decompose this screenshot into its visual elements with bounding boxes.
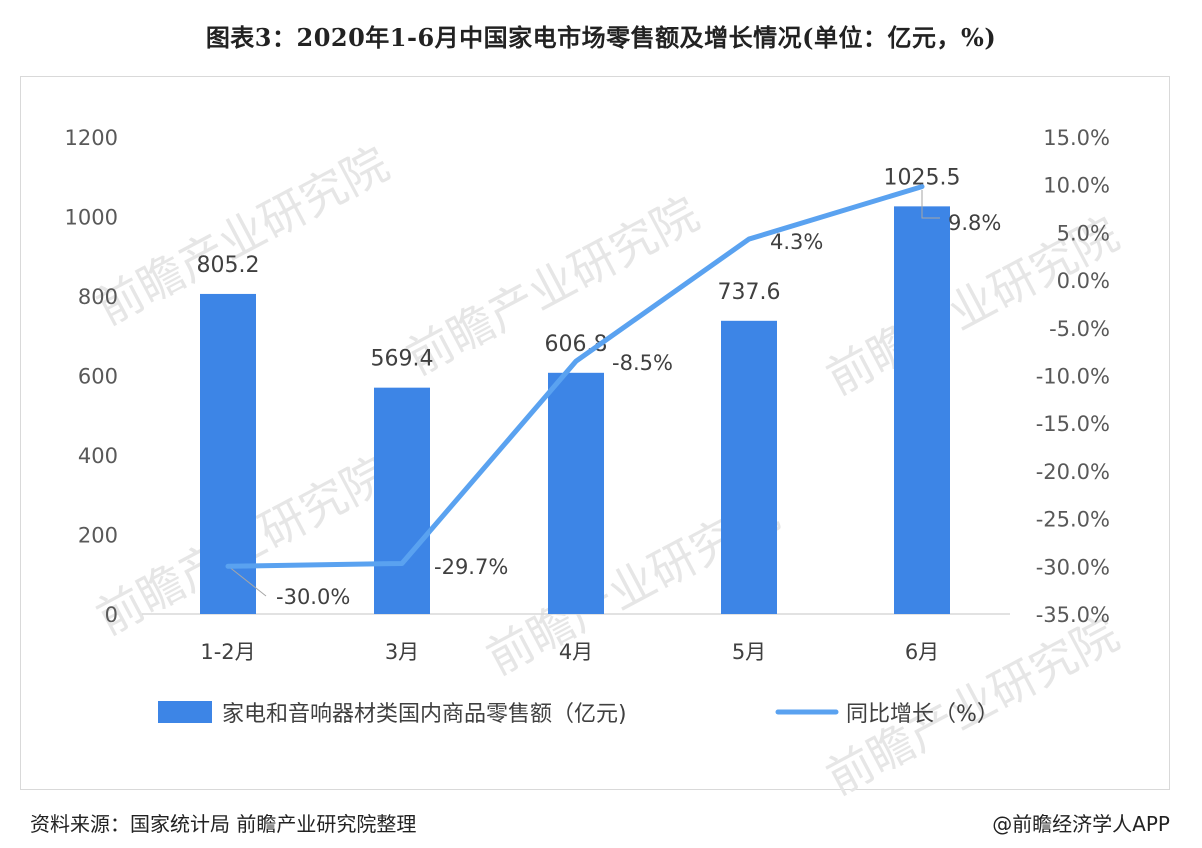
line-labels: -30.0% -29.7% -8.5% 4.3% 9.8%: [276, 211, 1001, 609]
x-tick-label: 3月: [385, 640, 419, 664]
legend-bar-label: 家电和音响器材类国内商品零售额（亿元): [222, 702, 627, 727]
bar-value-label: 737.6: [718, 280, 781, 305]
legend-bar-swatch: [158, 701, 212, 723]
left-tick-label: 200: [78, 524, 118, 548]
bar-value-label: 805.2: [197, 253, 260, 278]
left-tick-label: 400: [78, 444, 118, 468]
legend: 家电和音响器材类国内商品零售额（亿元) 同比增长（%）: [158, 701, 999, 727]
x-tick-label: 6月: [905, 640, 939, 664]
right-tick-label: 5.0%: [1057, 221, 1110, 245]
right-tick-label: -15.0%: [1036, 412, 1110, 436]
legend-line-label: 同比增长（%）: [846, 702, 999, 727]
line-value-label: 9.8%: [948, 211, 1001, 235]
left-tick-label: 1200: [65, 126, 118, 150]
x-tick-label: 4月: [559, 640, 593, 664]
right-axis-ticks: -35.0% -30.0% -25.0% -20.0% -15.0% -10.0% -5.0…: [1036, 126, 1110, 627]
bar: [721, 320, 777, 614]
right-tick-label: 10.0%: [1043, 174, 1110, 198]
right-tick-label: -25.0%: [1036, 508, 1110, 532]
x-tick-label: 5月: [732, 640, 766, 664]
credit-note: @前瞻经济学人APP: [992, 812, 1170, 836]
line-value-label: -8.5%: [612, 351, 673, 375]
right-tick-label: -30.0%: [1036, 555, 1110, 579]
right-tick-label: 15.0%: [1043, 126, 1110, 150]
bar: [894, 206, 950, 614]
chart-svg: 前瞻产业研究院前瞻产业研究院前瞻产业研究院前瞻产业研究院前瞻产业研究院前瞻产业研…: [65, 126, 1128, 800]
x-axis-ticks: 1-2月 3月 4月 5月 6月: [200, 640, 939, 664]
left-tick-label: 0: [105, 603, 118, 627]
line-value-label: -30.0%: [276, 585, 350, 609]
right-tick-label: 0.0%: [1057, 269, 1110, 293]
right-tick-label: -35.0%: [1036, 603, 1110, 627]
line-value-label: 4.3%: [770, 230, 823, 254]
x-tick-label: 1-2月: [200, 640, 255, 664]
left-tick-label: 1000: [65, 206, 118, 230]
right-tick-label: -5.0%: [1049, 317, 1110, 341]
right-tick-label: -20.0%: [1036, 460, 1110, 484]
chart-title: 图表3：2020年1-6月中国家电市场零售额及增长情况(单位：亿元，%): [205, 23, 997, 52]
line-value-label: -29.7%: [434, 555, 508, 579]
bar-value-label: 569.4: [371, 347, 434, 372]
bar: [374, 387, 430, 614]
leader-lines: [227, 190, 940, 597]
left-axis-ticks: 0 200 400 600 800 1000 1200: [65, 126, 118, 627]
line-label-leader: [227, 565, 267, 597]
line-label-leader: [921, 190, 940, 219]
left-tick-label: 800: [78, 285, 118, 309]
bar: [200, 293, 256, 614]
bar: [548, 372, 604, 614]
growth-line: [225, 184, 925, 569]
left-tick-label: 600: [78, 365, 118, 389]
source-note: 资料来源：国家统计局 前瞻产业研究院整理: [30, 812, 417, 836]
bars: [200, 206, 950, 614]
right-tick-label: -10.0%: [1036, 365, 1110, 389]
